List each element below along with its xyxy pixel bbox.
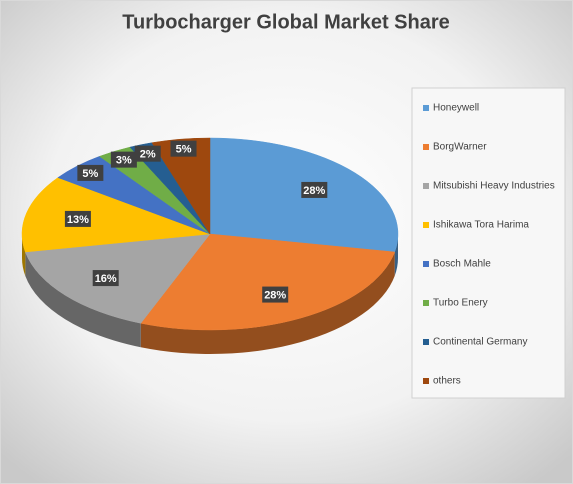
slice-side xyxy=(22,234,26,276)
data-label-box xyxy=(301,181,328,198)
data-label: 5% xyxy=(82,168,98,180)
legend-label: Continental Germany xyxy=(433,337,528,348)
data-label-box xyxy=(262,286,289,303)
legend-marker xyxy=(423,105,429,111)
data-label-box xyxy=(64,210,91,227)
data-label-box xyxy=(110,151,137,168)
slice xyxy=(140,233,396,331)
legend-label: Bosch Mahle xyxy=(433,259,491,270)
legend-label: Turbo Enery xyxy=(433,298,488,309)
legend-label: Ishikawa Tora Harima xyxy=(433,220,529,231)
legend-marker xyxy=(423,222,429,228)
data-label: 28% xyxy=(303,185,325,197)
data-label: 3% xyxy=(116,155,132,167)
legend-label: BorgWarner xyxy=(433,142,487,153)
data-label: 28% xyxy=(264,289,286,301)
slice-side xyxy=(140,251,395,354)
legend-label: Honeywell xyxy=(433,103,479,114)
data-label-box xyxy=(134,145,161,162)
slice-side xyxy=(25,251,141,348)
legend-marker xyxy=(423,378,429,384)
data-label: 5% xyxy=(176,144,192,156)
legend-box xyxy=(411,87,566,399)
legend-marker xyxy=(423,339,429,345)
data-label-box xyxy=(92,270,119,287)
slice xyxy=(151,137,211,235)
legend-marker xyxy=(423,261,429,267)
legend-label: Mitsubishi Heavy Industries xyxy=(433,181,555,192)
slice-side xyxy=(394,234,398,276)
legend-marker xyxy=(423,144,429,150)
data-label: 2% xyxy=(140,149,156,161)
slice xyxy=(21,177,211,253)
legend-label: others xyxy=(433,376,461,387)
chart-title: Turbocharger Global Market Share xyxy=(122,11,450,33)
data-label: 16% xyxy=(95,273,117,285)
data-label-box xyxy=(170,140,197,157)
data-label-box xyxy=(77,164,104,181)
legend-marker xyxy=(423,300,429,306)
data-label: 13% xyxy=(67,214,89,226)
legend-marker xyxy=(423,183,429,189)
